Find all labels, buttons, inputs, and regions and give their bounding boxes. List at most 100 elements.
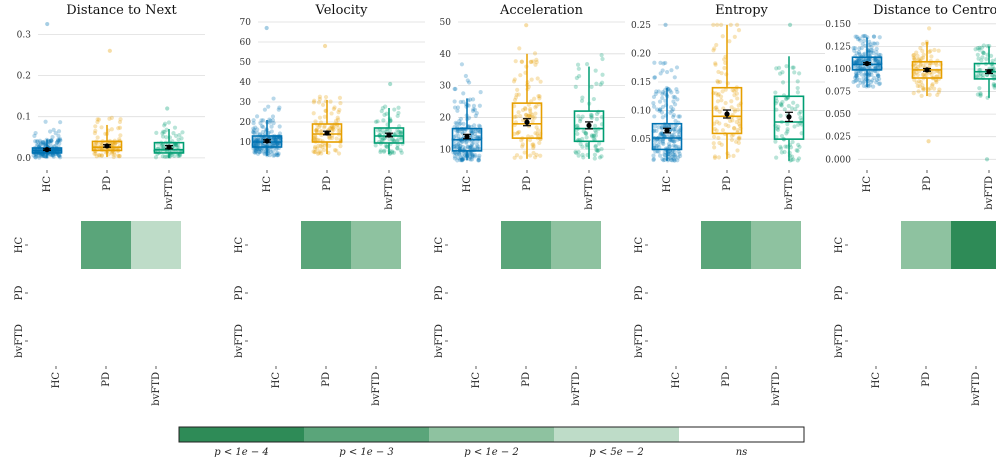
- data-point: [927, 63, 932, 68]
- legend-swatch: [554, 427, 679, 442]
- data-point: [466, 80, 472, 85]
- data-point: [793, 107, 798, 112]
- data-point: [859, 59, 864, 64]
- data-point: [921, 87, 926, 92]
- data-point: [797, 144, 802, 150]
- data-point: [856, 50, 862, 55]
- data-point: [591, 133, 597, 138]
- data-point: [858, 64, 863, 70]
- data-point: [719, 98, 724, 103]
- data-point: [676, 149, 681, 154]
- data-point: [916, 64, 921, 69]
- data-point: [872, 41, 877, 46]
- data-point: [779, 103, 784, 108]
- data-point: [313, 149, 318, 154]
- data-point: [321, 147, 327, 153]
- data-point: [469, 154, 475, 159]
- data-point: [654, 143, 659, 149]
- data-point: [267, 153, 272, 158]
- data-point: [733, 139, 739, 144]
- data-point: [795, 85, 800, 91]
- data-point: [472, 146, 477, 151]
- data-point: [274, 141, 279, 147]
- data-point: [594, 130, 599, 135]
- data-point: [252, 150, 257, 155]
- data-point: [674, 87, 679, 92]
- data-point: [336, 117, 341, 122]
- data-point: [534, 125, 539, 130]
- data-point: [34, 139, 39, 144]
- data-point: [861, 38, 867, 43]
- data-point: [779, 133, 785, 139]
- data-point: [117, 119, 123, 125]
- data-point: [99, 153, 105, 158]
- data-point: [853, 34, 858, 39]
- data-point: [461, 99, 466, 104]
- data-point: [589, 133, 595, 138]
- data-point: [722, 57, 727, 62]
- data-point: [37, 153, 42, 158]
- data-point: [49, 138, 54, 143]
- data-point: [452, 86, 457, 92]
- data-point: [911, 55, 916, 60]
- data-point: [583, 131, 589, 136]
- data-point: [456, 129, 461, 134]
- data-point: [317, 115, 323, 120]
- data-point: [576, 66, 581, 71]
- data-point: [457, 146, 462, 151]
- data-point: [159, 143, 164, 149]
- data-point: [261, 146, 266, 151]
- data-point: [473, 129, 479, 134]
- data-point: [478, 90, 483, 95]
- data-point: [57, 153, 62, 159]
- data-point: [716, 92, 721, 97]
- data-point: [928, 48, 933, 54]
- data-point: [591, 96, 596, 102]
- data-point: [322, 143, 328, 148]
- data-point: [118, 117, 123, 122]
- data-point: [876, 59, 882, 64]
- data-point: [917, 79, 922, 84]
- data-point: [853, 71, 859, 76]
- data-point: [457, 146, 462, 151]
- data-point: [160, 142, 165, 148]
- data-point: [117, 154, 122, 159]
- heatmap-row-label: HC: [14, 236, 25, 253]
- data-point: [584, 135, 589, 140]
- data-point: [327, 136, 332, 141]
- data-point: [674, 144, 679, 149]
- data-point: [380, 138, 385, 143]
- data-point: [973, 47, 978, 52]
- x-tick-label: bvFTD: [984, 176, 995, 210]
- heatmap-col-label: PD: [921, 372, 932, 387]
- data-point: [465, 144, 470, 149]
- data-point: [512, 97, 518, 103]
- data-point: [476, 155, 481, 160]
- data-point: [868, 42, 873, 47]
- data-point: [93, 151, 98, 156]
- data-point: [476, 129, 481, 134]
- heatmap-row-label: bvFTD: [834, 324, 845, 358]
- data-point: [711, 22, 716, 27]
- y-tick-label: 20: [440, 113, 452, 123]
- data-point: [912, 57, 917, 62]
- data-point: [338, 100, 343, 106]
- data-point: [720, 89, 725, 94]
- box-iqr: [773, 95, 805, 140]
- data-point: [269, 142, 274, 147]
- data-point: [651, 104, 657, 109]
- data-point: [778, 144, 783, 149]
- data-point: [261, 118, 266, 123]
- data-point: [978, 93, 983, 98]
- data-point: [798, 115, 803, 120]
- x-tick-label: HC: [662, 176, 673, 193]
- data-point: [275, 153, 280, 158]
- data-point: [717, 79, 723, 85]
- legend: p < 1e − 4 p < 1e − 3 p < 1e − 2 p < 5e − 2…: [178, 426, 805, 458]
- data-point: [332, 147, 338, 153]
- data-point: [866, 65, 872, 70]
- data-point: [57, 138, 62, 143]
- data-point: [593, 144, 598, 149]
- data-point: [384, 111, 389, 116]
- data-point: [922, 74, 927, 79]
